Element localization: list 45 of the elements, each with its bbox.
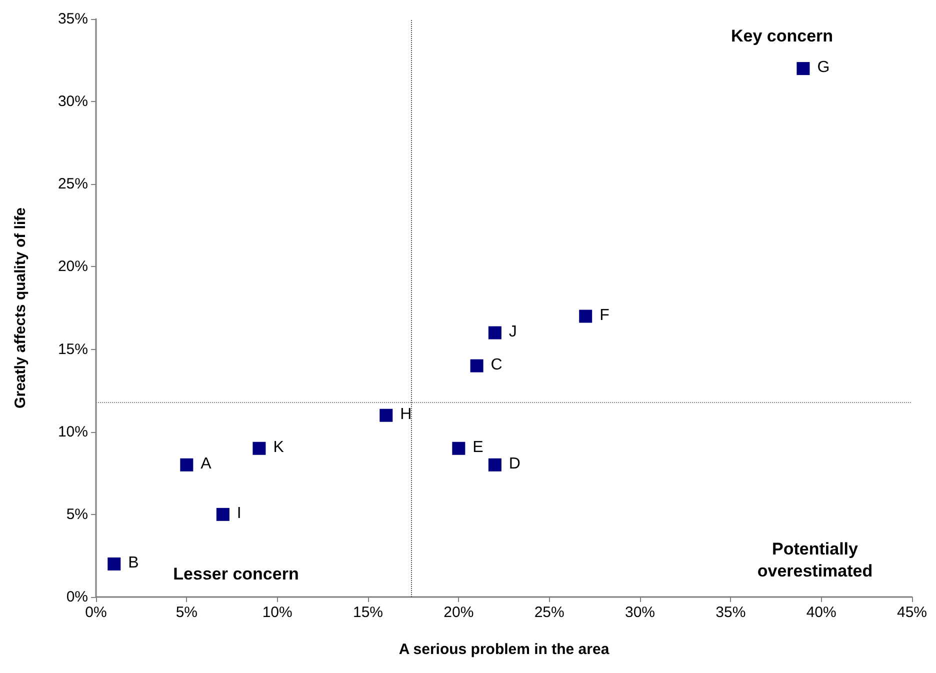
x-tick-label: 35%: [716, 604, 746, 621]
point: [470, 359, 484, 372]
point: [180, 458, 194, 472]
point: [452, 442, 466, 455]
y-tick-label: 5%: [66, 506, 88, 523]
annotation: I: [236, 504, 242, 522]
x-axis-title: A serious problem in the area: [398, 641, 610, 658]
y-tick-label: 20%: [58, 258, 88, 276]
point: [488, 326, 502, 340]
annotation: C: [490, 356, 502, 374]
point: [796, 62, 810, 76]
y-tick-label: 35%: [58, 10, 88, 28]
x-tick-label: 30%: [624, 604, 656, 621]
x-tick-label: 0%: [85, 604, 107, 621]
annotation: J: [508, 323, 517, 340]
x-tick-label: 20%: [444, 604, 474, 621]
annotation: F: [600, 306, 610, 324]
x-tick-label: 40%: [806, 604, 836, 621]
point: [488, 458, 502, 472]
x-tick-label: 25%: [534, 604, 564, 621]
x-tick-label: 15%: [352, 604, 384, 621]
annotation: Lesser concern: [173, 564, 299, 584]
y-tick-label: 10%: [58, 423, 88, 440]
annotation: B: [128, 554, 139, 572]
annotation: Key concern: [730, 26, 834, 46]
x-tick-label: 5%: [176, 604, 198, 621]
point: [579, 310, 592, 323]
point: [216, 508, 230, 521]
x-tick-label: 10%: [262, 604, 292, 621]
annotation: E: [472, 438, 484, 456]
annotation: G: [817, 59, 830, 76]
annotation: H: [400, 406, 412, 423]
y-tick-label: 15%: [58, 340, 88, 358]
annotation: D: [508, 455, 520, 472]
y-axis-title: Greatly affects quality of life: [12, 208, 29, 408]
y-tick-label: 0%: [66, 588, 88, 606]
x-tick-label: 45%: [896, 604, 928, 621]
y-tick-label: 25%: [58, 176, 88, 193]
annotation: K: [273, 438, 284, 456]
annotation: Potentially overestimated: [757, 540, 873, 580]
annotation: A: [200, 455, 212, 472]
point: [108, 557, 121, 570]
point: [252, 442, 266, 455]
y-tick-label: 30%: [58, 93, 88, 110]
point: [380, 408, 393, 422]
